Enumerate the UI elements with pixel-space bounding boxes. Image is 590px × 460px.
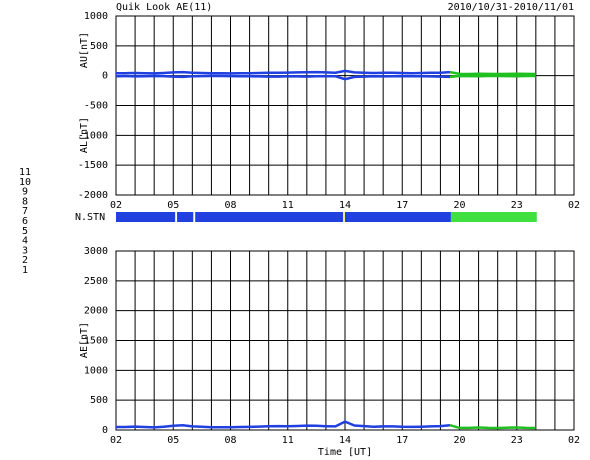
station-segment — [195, 212, 344, 222]
data-line — [115, 69, 451, 75]
x-tick-label: 02 — [568, 435, 580, 446]
legend-level: 3 — [22, 245, 28, 256]
legend-level: 2 — [22, 255, 28, 266]
x-tick-label: 05 — [167, 435, 179, 446]
legend-level: 9 — [22, 187, 28, 198]
y-tick-label: 500 — [90, 41, 108, 52]
legend-level: 6 — [22, 216, 28, 227]
chart-title: Quik Look AE(11) — [116, 2, 212, 13]
y-tick-label: 1000 — [84, 11, 108, 22]
y-tick-label: 0 — [102, 71, 108, 82]
y-axis-label: AL[nT] — [79, 117, 90, 153]
data-line — [449, 423, 536, 430]
data-line — [449, 74, 536, 79]
x-tick-label: 11 — [282, 200, 294, 211]
x-tick-label: 11 — [282, 435, 294, 446]
legend-level: 8 — [22, 196, 28, 207]
x-tick-label: 08 — [224, 200, 236, 211]
x-tick-label: 05 — [167, 200, 179, 211]
y-tick-label: 1500 — [84, 336, 108, 347]
x-tick-label: 23 — [511, 435, 523, 446]
x-axis-label: Time [UT] — [318, 447, 372, 458]
x-tick-label: 02 — [568, 200, 580, 211]
y-tick-label: -500 — [84, 101, 108, 112]
x-tick-label: 02 — [110, 435, 122, 446]
legend-level: 5 — [22, 226, 28, 237]
y-tick-label: 2000 — [84, 306, 108, 317]
x-tick-label: 02 — [110, 200, 122, 211]
data-line — [449, 70, 536, 76]
y-tick-label: 3000 — [84, 246, 108, 257]
legend-level: 7 — [22, 206, 28, 217]
x-tick-label: 20 — [453, 200, 465, 211]
y-axis-label: AE[nT] — [79, 322, 90, 358]
station-segment — [177, 212, 194, 222]
plot-frame — [115, 250, 575, 431]
station-label: N.STN — [75, 212, 105, 223]
legend-level: 1 — [22, 265, 28, 276]
x-tick-label: 17 — [396, 200, 408, 211]
data-line — [116, 420, 451, 429]
station-segment — [450, 212, 537, 222]
y-tick-label: -2000 — [78, 190, 108, 201]
legend-level: 10 — [19, 177, 31, 188]
y-tick-label: 1000 — [84, 365, 108, 376]
station-segment — [116, 212, 176, 222]
y-tick-label: 0 — [102, 425, 108, 436]
legend-level: 11 — [19, 167, 31, 178]
date-range: 2010/10/31-2010/11/01 — [448, 2, 574, 13]
plot-frame — [115, 15, 575, 196]
x-tick-label: 20 — [453, 435, 465, 446]
data-line — [115, 74, 451, 81]
station-segment — [345, 212, 451, 222]
y-tick-label: 500 — [90, 395, 108, 406]
x-tick-label: 23 — [511, 200, 523, 211]
y-tick-label: -1000 — [78, 130, 108, 141]
station-segment — [343, 212, 345, 222]
y-tick-label: -1500 — [78, 160, 108, 171]
x-tick-label: 14 — [339, 435, 351, 446]
x-tick-label: 17 — [396, 435, 408, 446]
x-tick-label: 08 — [224, 435, 236, 446]
y-axis-label: AU[nT] — [79, 32, 90, 68]
x-tick-label: 14 — [339, 200, 351, 211]
y-tick-label: 2500 — [84, 276, 108, 287]
legend-level: 4 — [22, 236, 28, 247]
